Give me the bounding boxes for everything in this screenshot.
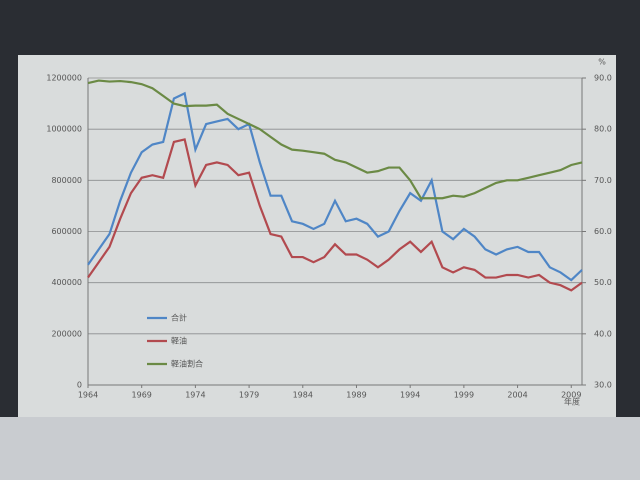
y-tick-label: 0 [77, 381, 82, 390]
series-line [87, 91, 583, 282]
chart-panel [18, 55, 616, 417]
x-tick-label: 1979 [239, 391, 259, 400]
x-tick-label: 1969 [132, 391, 152, 400]
y-tick-label: 1000000 [46, 125, 82, 134]
y-tick-label: 400000 [51, 278, 82, 287]
legend-label: 軽油 [171, 336, 187, 346]
y-tick-label: 1200000 [46, 74, 82, 83]
legend-label: 合計 [171, 313, 187, 323]
legend-label: 軽油割合 [171, 359, 203, 369]
x-tick-label: 1984 [293, 391, 313, 400]
x-tick-label: 1994 [400, 391, 420, 400]
series-line [87, 138, 583, 292]
x-tick-label: 1974 [185, 391, 205, 400]
y2-tick-label: 30.0 [594, 381, 612, 390]
series-line [87, 79, 583, 200]
y2-tick-label: 80.0 [594, 125, 612, 134]
desk-area [0, 417, 640, 480]
y2-tick-label: 50.0 [594, 278, 612, 287]
x-axis-label: 年度 [564, 397, 580, 407]
x-tick-label: 1999 [454, 391, 474, 400]
x-tick-label: 1964 [78, 391, 98, 400]
y2-tick-label: 40.0 [594, 329, 612, 338]
x-tick-label: 1989 [346, 391, 366, 400]
y2-tick-label: 70.0 [594, 176, 612, 185]
y-tick-label: 200000 [51, 329, 82, 338]
y2-tick-label: 90.0 [594, 74, 612, 83]
x-tick-label: 2004 [507, 391, 527, 400]
y-tick-label: 600000 [51, 227, 82, 236]
y2-axis-label: % [598, 58, 606, 67]
y-tick-label: 800000 [51, 176, 82, 185]
y2-tick-label: 60.0 [594, 227, 612, 236]
x-tick-label: 2009 [561, 391, 581, 400]
